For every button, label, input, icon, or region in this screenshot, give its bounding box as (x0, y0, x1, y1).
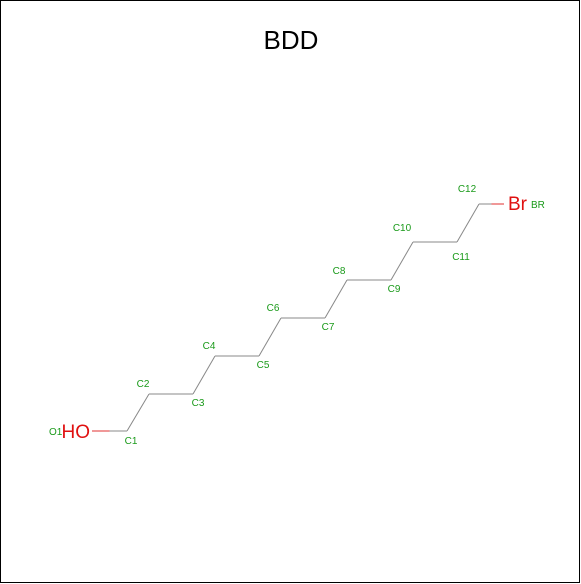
atom-label-c2: C2 (137, 379, 150, 390)
element-symbol-br: Br (508, 194, 528, 215)
atom-label-c3: C3 (192, 398, 205, 409)
bond-C11-C12 (456, 203, 480, 243)
atom-label-c10: C10 (393, 223, 412, 234)
atom-label-c6: C6 (267, 303, 280, 314)
bond-C1-C2 (126, 393, 150, 432)
atom-label-c9: C9 (388, 284, 401, 295)
bond-layer (92, 203, 504, 432)
atom-label-c8: C8 (333, 266, 346, 277)
element-symbol-o1: HO (62, 422, 91, 443)
atom-label-c7: C7 (322, 322, 335, 333)
diagram-title: BDD (264, 25, 319, 55)
bond-C3-C4 (192, 355, 216, 395)
bond-C5-C6 (258, 317, 282, 357)
atom-label-o1: O1 (49, 427, 63, 438)
atom-label-c12: C12 (458, 184, 477, 195)
bond-C7-C8 (324, 279, 348, 319)
atom-label-c5: C5 (257, 360, 270, 371)
atom-label-br: BR (531, 200, 545, 211)
atom-label-c4: C4 (203, 341, 216, 352)
bond-C9-C10 (390, 241, 414, 281)
atom-label-c11: C11 (452, 252, 470, 263)
atom-label-c1: C1 (125, 436, 138, 447)
